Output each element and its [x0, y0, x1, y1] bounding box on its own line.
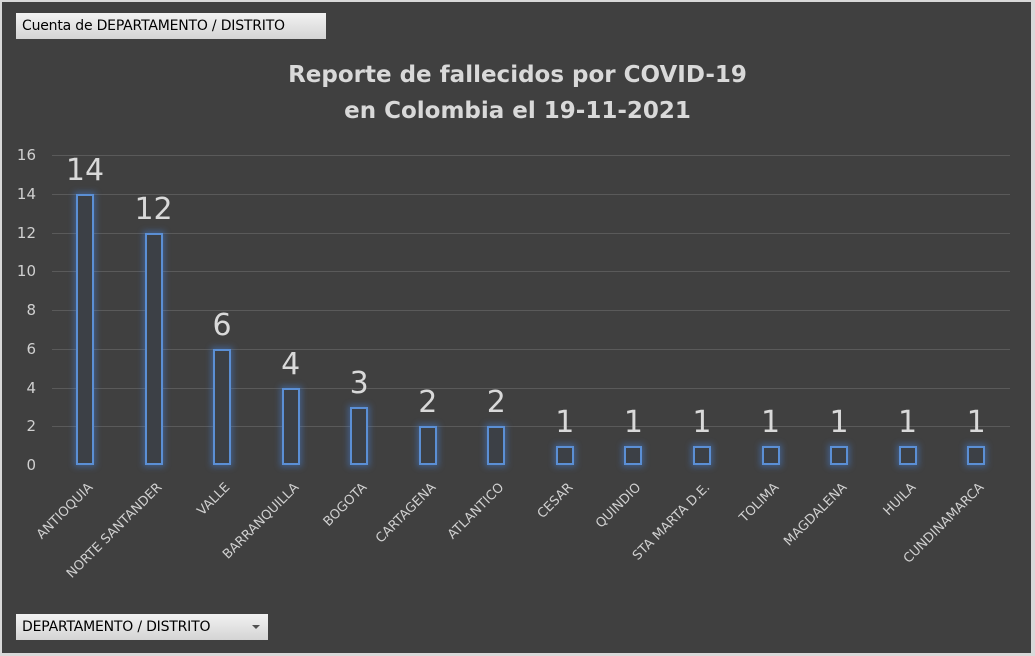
gridline: [52, 233, 1010, 234]
data-label: 6: [212, 307, 232, 343]
bar[interactable]: [76, 193, 94, 465]
bar[interactable]: [281, 387, 300, 465]
bar[interactable]: [761, 445, 780, 465]
data-label: 1: [829, 404, 849, 440]
data-label: 1: [898, 404, 918, 440]
data-label: 4: [281, 346, 301, 382]
bar[interactable]: [213, 348, 232, 465]
bar[interactable]: [350, 406, 369, 465]
data-label: 3: [349, 365, 369, 401]
gridline: [52, 426, 1010, 427]
bar[interactable]: [418, 426, 437, 465]
bar[interactable]: [624, 445, 643, 465]
gridline: [52, 310, 1010, 311]
data-label: 2: [486, 385, 506, 421]
chart-title-line-1: Reporte de fallecidos por COVID-19: [288, 62, 747, 88]
gridline: [52, 349, 1010, 350]
bar[interactable]: [692, 445, 711, 465]
gridline: [52, 388, 1010, 389]
y-tick-label: 12: [16, 223, 36, 242]
data-label: 12: [134, 191, 173, 227]
data-label: 1: [555, 404, 575, 440]
bar[interactable]: [144, 232, 163, 465]
y-tick-label: 10: [16, 262, 36, 281]
bar[interactable]: [830, 445, 849, 465]
gridline: [52, 271, 1010, 272]
y-tick-label: 14: [16, 184, 36, 203]
value-field-button[interactable]: Cuenta de DEPARTAMENTO / DISTRITO: [16, 13, 326, 39]
data-label: 1: [692, 404, 712, 440]
data-label: 1: [623, 404, 643, 440]
y-tick-label: 0: [26, 456, 36, 474]
dropdown-arrow-icon[interactable]: [252, 625, 260, 629]
data-label: 1: [760, 404, 781, 440]
gridline: [52, 194, 1010, 195]
data-label: 1: [966, 404, 986, 440]
value-field-label: Cuenta de DEPARTAMENTO / DISTRITO: [22, 18, 285, 34]
y-tick-label: 6: [26, 339, 36, 358]
bar[interactable]: [555, 445, 574, 465]
gridline: [52, 155, 1010, 156]
axis-field-button[interactable]: DEPARTAMENTO / DISTRITO: [16, 614, 268, 640]
bar[interactable]: [487, 426, 506, 465]
y-tick-label: 16: [16, 146, 36, 164]
y-tick-label: 4: [26, 378, 36, 397]
chart-title-line-2: en Colombia el 19-11-2021: [344, 98, 691, 124]
axis-field-label: DEPARTAMENTO / DISTRITO: [22, 619, 211, 635]
data-label: 14: [65, 152, 105, 188]
y-tick-label: 8: [26, 301, 36, 319]
bar[interactable]: [967, 445, 986, 465]
data-label: 2: [418, 385, 438, 421]
y-tick-label: 2: [26, 417, 36, 436]
bar[interactable]: [898, 445, 917, 465]
